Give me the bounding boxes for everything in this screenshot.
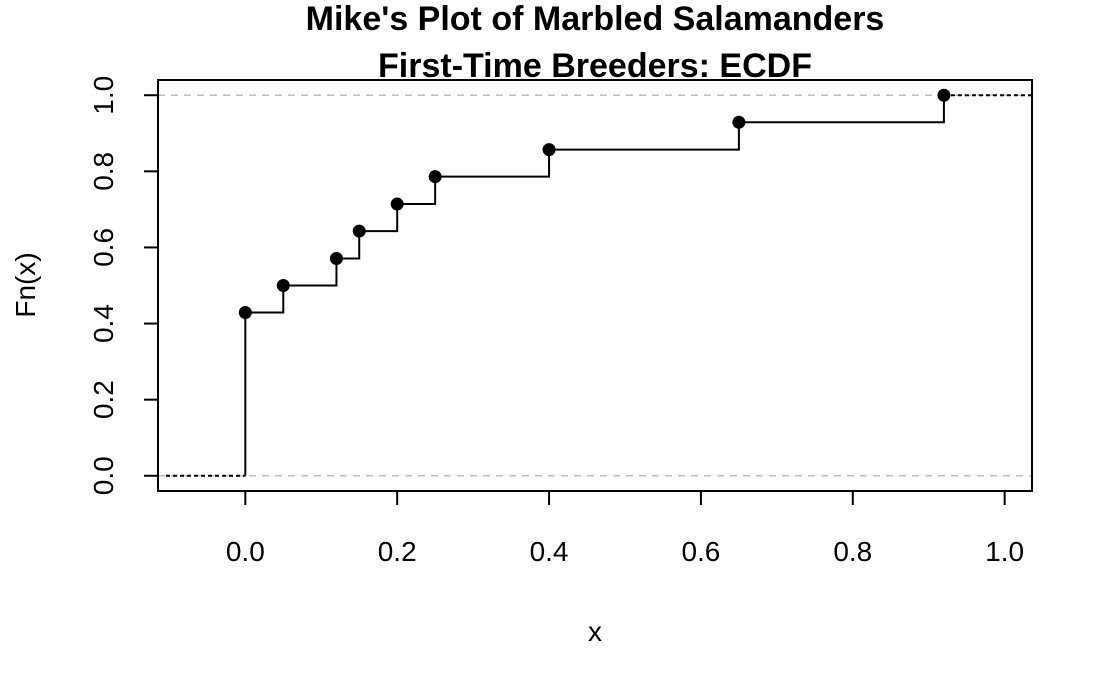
x-tick-label: 0.4 bbox=[530, 536, 569, 567]
ecdf-point-5 bbox=[428, 170, 442, 184]
x-tick-label: 0.2 bbox=[378, 536, 417, 567]
y-tick-label: 0.8 bbox=[88, 152, 119, 191]
y-tick-label: 0.2 bbox=[88, 380, 119, 419]
ecdf-step-line bbox=[244, 95, 945, 476]
plot-area bbox=[158, 88, 1032, 477]
ecdf-point-7 bbox=[732, 115, 746, 129]
y-axis: 0.0 0.2 0.4 0.6 0.8 1.0 bbox=[88, 76, 159, 495]
x-tick-label: 0.6 bbox=[681, 536, 720, 567]
ecdf-point-6 bbox=[542, 143, 556, 157]
y-tick-label: 1.0 bbox=[88, 76, 119, 115]
ecdf-point-3 bbox=[352, 224, 366, 238]
x-axis: 0.0 0.2 0.4 0.6 0.8 1.0 bbox=[226, 490, 1024, 567]
y-axis-title: Fn(x) bbox=[10, 252, 41, 317]
ecdf-point-1 bbox=[276, 279, 290, 292]
x-tick-label: 0.0 bbox=[226, 536, 265, 567]
ecdf-point-0 bbox=[238, 306, 252, 320]
y-tick-label: 0.4 bbox=[88, 304, 119, 343]
y-tick-label: 0.0 bbox=[88, 456, 119, 495]
x-axis-title: x bbox=[588, 616, 602, 647]
chart-title-line-2: First-Time Breeders: ECDF bbox=[378, 47, 812, 85]
chart-title-line-1: Mike's Plot of Marbled Salamanders bbox=[306, 0, 885, 38]
x-tick-label: 0.8 bbox=[833, 536, 872, 567]
ecdf-point-4 bbox=[390, 197, 404, 211]
ecdf-point-2 bbox=[329, 251, 343, 265]
x-tick-label: 1.0 bbox=[985, 536, 1024, 567]
ecdf-point-8 bbox=[937, 88, 951, 102]
y-tick-label: 0.6 bbox=[88, 228, 119, 267]
